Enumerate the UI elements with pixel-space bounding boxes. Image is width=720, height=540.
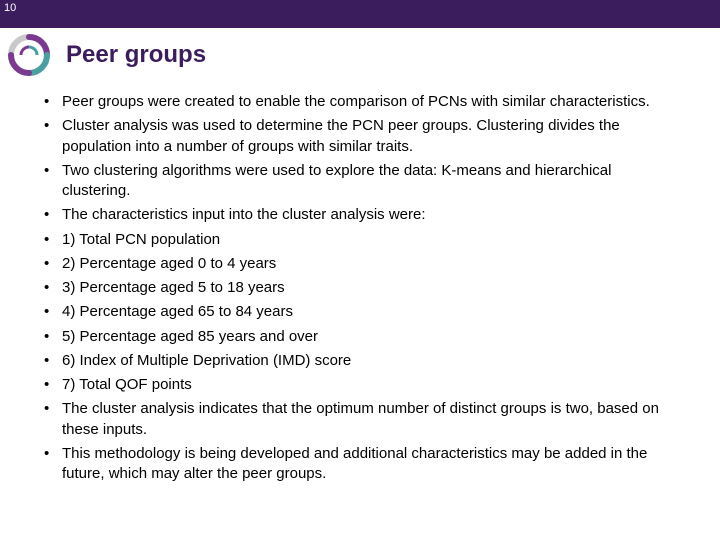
list-item: Cluster analysis was used to determine t… (40, 116, 680, 157)
top-bar: 10 (0, 0, 720, 28)
list-item: The cluster analysis indicates that the … (40, 399, 680, 440)
list-item: The characteristics input into the clust… (40, 205, 680, 225)
list-item: Two clustering algorithms were used to e… (40, 161, 680, 202)
list-item: This methodology is being developed and … (40, 444, 680, 485)
page-title: Peer groups (66, 41, 206, 69)
list-item: 7) Total QOF points (40, 375, 680, 395)
list-item: 1) Total PCN population (40, 230, 680, 250)
header-row: Peer groups (0, 28, 720, 80)
list-item: Peer groups were created to enable the c… (40, 92, 680, 112)
list-item: 3) Percentage aged 5 to 18 years (40, 278, 680, 298)
logo-icon (8, 34, 50, 76)
content-area: Peer groups were created to enable the c… (0, 80, 720, 484)
bullet-list: Peer groups were created to enable the c… (40, 92, 680, 484)
list-item: 6) Index of Multiple Deprivation (IMD) s… (40, 351, 680, 371)
list-item: 2) Percentage aged 0 to 4 years (40, 254, 680, 274)
page-number: 10 (4, 2, 16, 14)
list-item: 4) Percentage aged 65 to 84 years (40, 302, 680, 322)
list-item: 5) Percentage aged 85 years and over (40, 327, 680, 347)
